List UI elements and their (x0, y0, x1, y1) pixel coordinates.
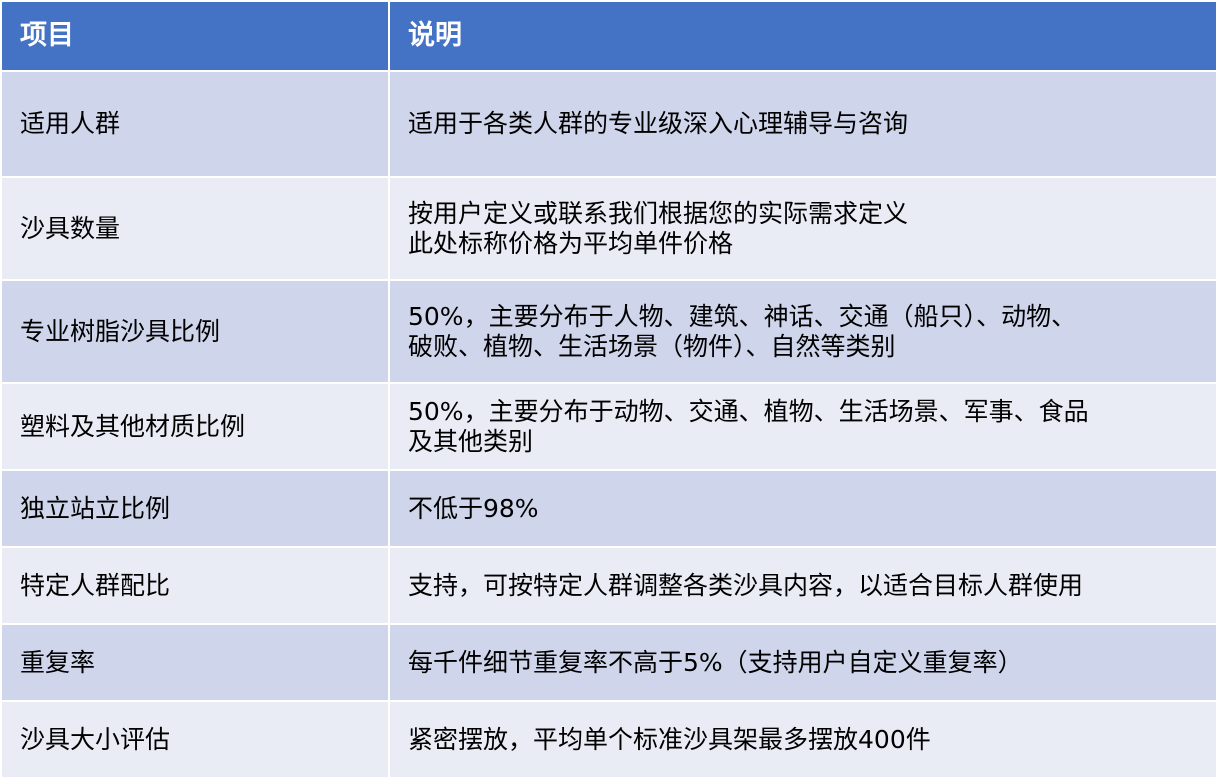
row-description: 不低于98% (388, 469, 1218, 548)
table-row: 塑料及其他材质比例 50%，主要分布于动物、交通、植物、生活场景、军事、食品 及… (0, 382, 1218, 471)
table-header-row: 项目 说明 (0, 0, 1218, 72)
row-description: 50%，主要分布于动物、交通、植物、生活场景、军事、食品 及其他类别 (388, 382, 1218, 471)
row-item: 特定人群配比 (0, 546, 390, 625)
table-row: 特定人群配比 支持，可按特定人群调整各类沙具内容，以适合目标人群使用 (0, 546, 1218, 625)
table-row: 重复率 每千件细节重复率不高于5%（支持用户自定义重复率） (0, 623, 1218, 702)
row-description: 50%，主要分布于人物、建筑、神话、交通（船只）、动物、 破败、植物、生活场景（… (388, 279, 1218, 384)
table-row: 沙具数量 按用户定义或联系我们根据您的实际需求定义 此处标称价格为平均单件价格 (0, 176, 1218, 281)
table-row: 沙具大小评估 紧密摆放，平均单个标准沙具架最多摆放400件 (0, 700, 1218, 779)
table-row: 独立站立比例 不低于98% (0, 469, 1218, 548)
row-description: 紧密摆放，平均单个标准沙具架最多摆放400件 (388, 700, 1218, 779)
row-description: 适用于各类人群的专业级深入心理辅导与咨询 (388, 70, 1218, 178)
row-item: 专业树脂沙具比例 (0, 279, 390, 384)
table-row: 专业树脂沙具比例 50%，主要分布于人物、建筑、神话、交通（船只）、动物、 破败… (0, 279, 1218, 384)
row-item: 沙具大小评估 (0, 700, 390, 779)
row-description: 支持，可按特定人群调整各类沙具内容，以适合目标人群使用 (388, 546, 1218, 625)
row-item: 塑料及其他材质比例 (0, 382, 390, 471)
table-row: 适用人群 适用于各类人群的专业级深入心理辅导与咨询 (0, 70, 1218, 178)
row-item: 适用人群 (0, 70, 390, 178)
row-description: 按用户定义或联系我们根据您的实际需求定义 此处标称价格为平均单件价格 (388, 176, 1218, 281)
row-description: 每千件细节重复率不高于5%（支持用户自定义重复率） (388, 623, 1218, 702)
row-item: 独立站立比例 (0, 469, 390, 548)
header-item: 项目 (0, 0, 390, 72)
header-description: 说明 (388, 0, 1218, 72)
row-item: 沙具数量 (0, 176, 390, 281)
row-item: 重复率 (0, 623, 390, 702)
